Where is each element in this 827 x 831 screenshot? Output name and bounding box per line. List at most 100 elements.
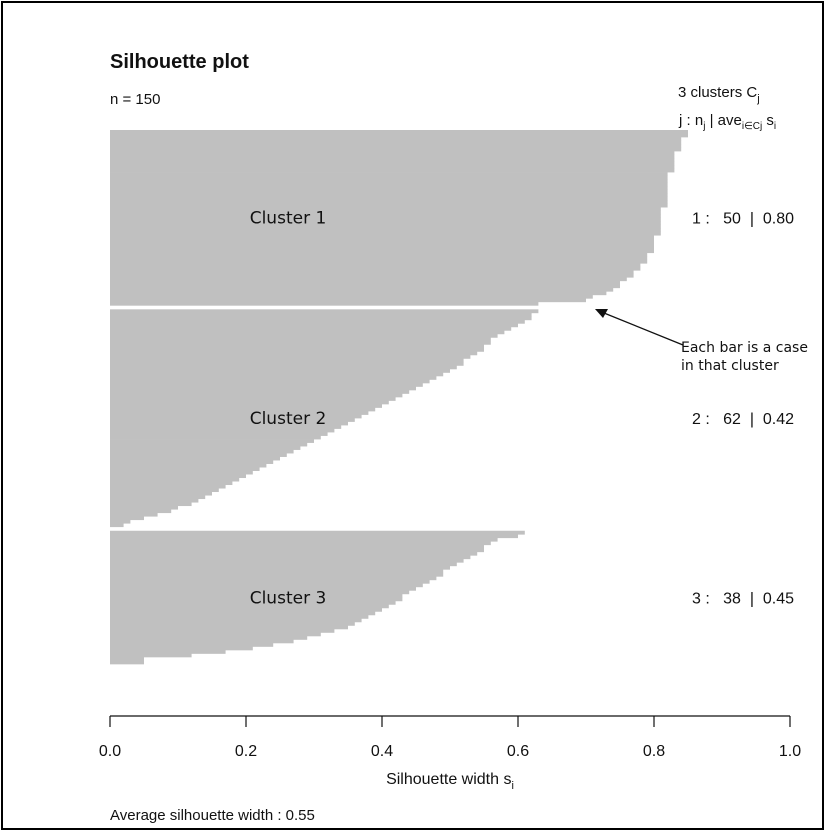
silhouette-bar: [110, 344, 484, 349]
silhouette-bar: [110, 330, 505, 335]
silhouette-bar: [110, 614, 369, 619]
header-clusters-sub: j: [756, 93, 759, 105]
silhouette-bar: [110, 583, 423, 588]
silhouette-bar: [110, 179, 668, 183]
silhouette-bar: [110, 347, 484, 352]
silhouette-bar: [110, 548, 484, 553]
silhouette-bar: [110, 456, 280, 461]
silhouette-bar: [110, 358, 464, 363]
silhouette-bar: [110, 491, 212, 496]
silhouette-bar: [110, 228, 661, 233]
silhouette-bar: [110, 512, 158, 517]
silhouette-bar: [110, 432, 328, 436]
silhouette-bar: [110, 509, 172, 514]
silhouette-bar: [110, 351, 478, 356]
callout-line-2: in that cluster: [681, 358, 779, 374]
header-col-b: | ave: [705, 112, 741, 129]
silhouette-bar: [110, 397, 396, 401]
silhouette-bar: [110, 555, 471, 560]
silhouette-bar: [110, 284, 620, 289]
cluster-3-label: Cluster 3: [250, 588, 327, 608]
silhouette-bar: [110, 133, 688, 138]
silhouette-bar: [110, 238, 654, 243]
silhouette-bar: [110, 428, 335, 433]
silhouette-bar: [110, 632, 321, 637]
silhouette-bar: [110, 263, 641, 268]
silhouette-bar: [110, 154, 675, 159]
callout-line-1: Each bar is a case: [681, 340, 808, 356]
silhouette-bar: [110, 175, 668, 180]
silhouette-bar: [110, 642, 274, 647]
silhouette-bar: [110, 639, 294, 644]
silhouette-bar: [110, 182, 668, 187]
silhouette-bar: [110, 200, 668, 204]
silhouette-bar: [110, 569, 444, 574]
silhouette-bar: [110, 593, 403, 598]
header-col-a-sub: j: [702, 121, 705, 132]
silhouette-bar: [110, 259, 648, 264]
silhouette-bar: [110, 572, 444, 577]
silhouette-bar: [110, 242, 654, 247]
silhouette-bar: [110, 421, 348, 426]
x-tick-label: 0.8: [643, 743, 665, 760]
silhouette-bar: [110, 386, 416, 391]
header-col-b-sub: i∈Cj: [742, 121, 762, 132]
silhouette-bar: [110, 534, 518, 539]
silhouette-bar: [110, 231, 661, 236]
x-axis-label-text: Silhouette width s: [386, 771, 511, 788]
silhouette-bar: [110, 221, 661, 226]
silhouette-bar: [110, 404, 382, 408]
silhouette-bar: [110, 519, 131, 524]
silhouette-bar: [110, 137, 682, 141]
silhouette-bar: [110, 586, 416, 591]
x-tick-label: 0.6: [507, 743, 529, 760]
silhouette-bar: [110, 210, 661, 215]
silhouette-bar: [110, 365, 457, 370]
silhouette-bar: [110, 484, 226, 489]
silhouette-bar: [110, 266, 641, 271]
silhouette-bar: [110, 453, 287, 457]
silhouette-bar: [110, 165, 675, 169]
silhouette-bar: [110, 214, 661, 219]
silhouette-bar: [110, 333, 498, 338]
x-tick-label: 1.0: [779, 743, 801, 760]
silhouette-bar: [110, 354, 471, 359]
silhouette-bar: [110, 576, 437, 581]
callout: Each bar is a case in that cluster: [595, 309, 808, 374]
cluster-1-summary: 1 : 50 | 0.80: [692, 211, 794, 228]
silhouette-bar: [110, 618, 362, 623]
cluster-1-label: Cluster 1: [250, 209, 327, 229]
silhouette-bar: [110, 217, 661, 222]
silhouette-bar: [110, 516, 144, 521]
silhouette-bar: [110, 488, 219, 493]
silhouette-bar: [110, 537, 498, 542]
silhouette-bar: [110, 337, 491, 342]
silhouette-bar: [110, 649, 226, 654]
silhouette-bar: [110, 316, 532, 321]
header-clusters: 3 clusters Cj: [678, 84, 760, 105]
silhouette-bar: [110, 442, 308, 447]
silhouette-bar: [110, 245, 654, 250]
silhouette-bar: [110, 382, 423, 387]
silhouette-bar: [110, 196, 668, 201]
silhouette-bar: [110, 256, 648, 261]
silhouette-bar: [110, 189, 668, 194]
silhouette-bar: [110, 270, 634, 275]
silhouette-bar: [110, 600, 396, 605]
silhouette-bar: [110, 161, 675, 166]
silhouette-bar: [110, 579, 430, 584]
silhouette-bar: [110, 294, 593, 299]
x-axis-label: Silhouette width si: [386, 771, 514, 792]
silhouette-bar: [110, 621, 355, 626]
silhouette-bar: [110, 611, 376, 616]
cluster-3-summary: 3 : 38 | 0.45: [692, 590, 794, 607]
silhouette-bar: [110, 393, 403, 398]
silhouette-bar: [110, 287, 614, 292]
silhouette-bar: [110, 460, 274, 464]
callout-arrow-line: [603, 312, 684, 346]
silhouette-bar: [110, 418, 355, 422]
header-col-c: s: [762, 112, 774, 129]
cluster-2-label: Cluster 2: [250, 409, 327, 429]
silhouette-bar: [110, 498, 199, 503]
